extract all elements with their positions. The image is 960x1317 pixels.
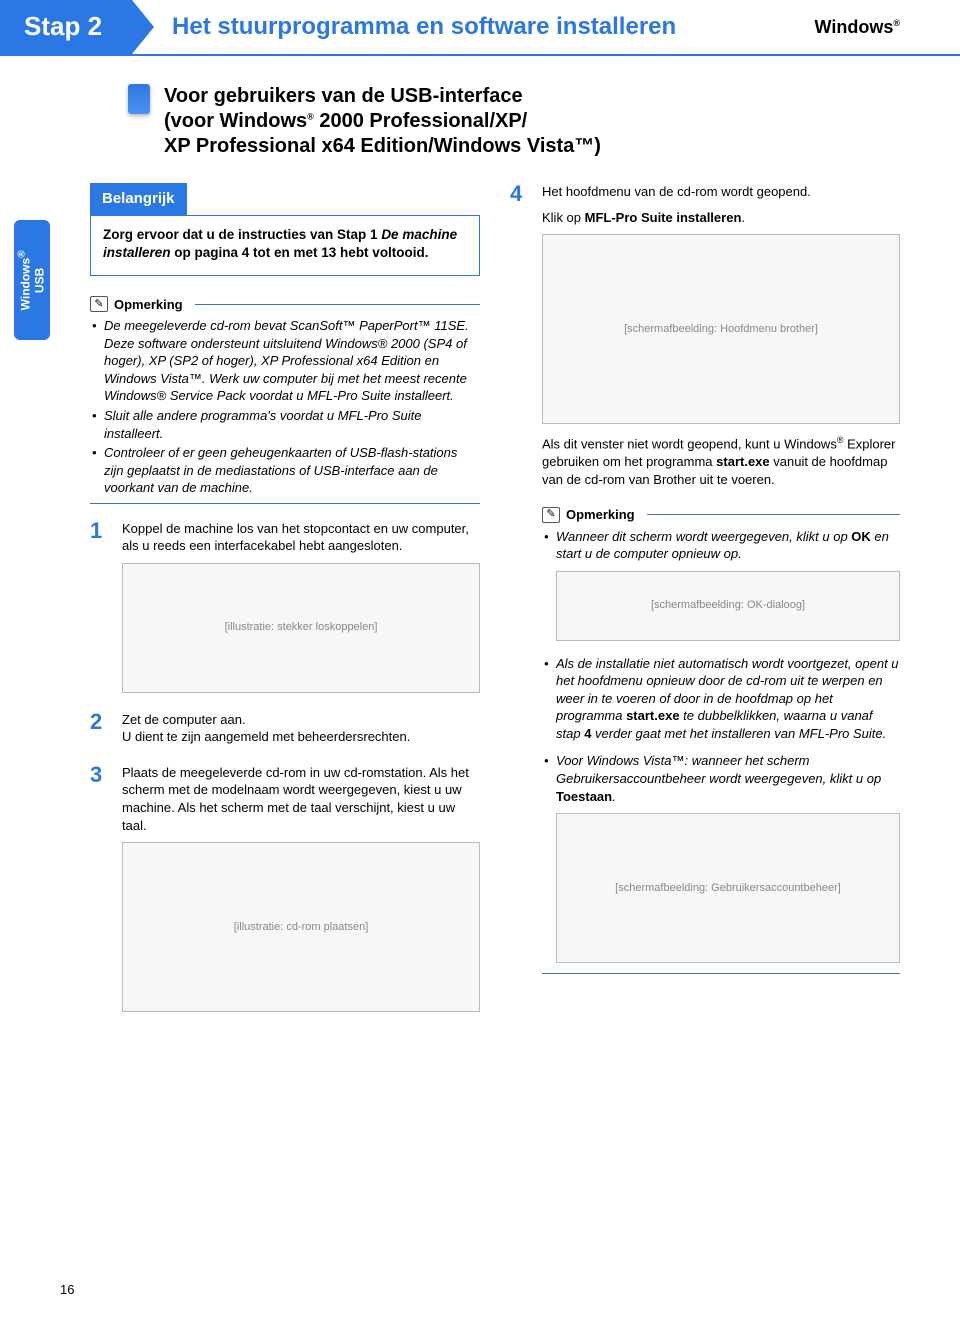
belangrijk-prefix: Zorg ervoor dat u de instructies van Sta…: [103, 227, 381, 242]
rule: [195, 304, 480, 305]
step-1: 1 Koppel de machine los van het stopcont…: [90, 520, 480, 693]
step-4: 4 Het hoofdmenu van de cd-rom wordt geop…: [510, 183, 900, 488]
intro-block: Voor gebruikers van de USB-interface (vo…: [128, 84, 900, 159]
step-number: 3: [90, 764, 112, 1012]
belangrijk-box: Belangrijk Zorg ervoor dat u de instruct…: [90, 183, 480, 276]
opmerking-item: De meegeleverde cd-rom bevat ScanSoft™ P…: [90, 317, 480, 405]
step-text: Plaats de meegeleverde cd-rom in uw cd-r…: [122, 764, 480, 834]
figure-cd: [illustratie: cd-rom plaatsen]: [122, 842, 480, 1012]
figure-uac: [schermafbeelding: Gebruikersaccountbehe…: [556, 813, 900, 963]
left-column: Belangrijk Zorg ervoor dat u de instruct…: [90, 183, 480, 1030]
note-icon: ✎: [542, 507, 560, 523]
opmerking-item: Wanneer dit scherm wordt weergegeven, kl…: [542, 528, 900, 563]
side-tab: Windows®USB: [14, 220, 50, 340]
header-rule: [0, 54, 960, 56]
side-tab-text: Windows®USB: [17, 250, 48, 310]
figure-ok-dialog: [schermafbeelding: OK-dialoog]: [556, 571, 900, 641]
step-number: 4: [510, 183, 532, 488]
opmerking-item: Sluit alle andere programma's voordat u …: [90, 407, 480, 442]
section-icon: [128, 84, 150, 114]
step-label: Stap 2: [24, 9, 102, 44]
rule: [90, 503, 480, 504]
step4-line2: Klik op MFL-Pro Suite installeren.: [542, 209, 900, 227]
step-text: Koppel de machine los van het stopcontac…: [122, 520, 480, 555]
right-column: 4 Het hoofdmenu van de cd-rom wordt geop…: [510, 183, 900, 1030]
figure-unplug: [illustratie: stekker loskoppelen]: [122, 563, 480, 693]
step-text: Zet de computer aan. U dient te zijn aan…: [122, 711, 480, 746]
step4-line1: Het hoofdmenu van de cd-rom wordt geopen…: [542, 183, 900, 201]
step-3: 3 Plaats de meegeleverde cd-rom in uw cd…: [90, 764, 480, 1012]
step-number: 1: [90, 520, 112, 693]
opmerking-item: Als de installatie niet automatisch word…: [542, 655, 900, 743]
opmerking-left: ✎ Opmerking De meegeleverde cd-rom bevat…: [90, 296, 480, 504]
step-number: 2: [90, 711, 112, 746]
page-number: 16: [60, 1281, 74, 1299]
opmerking-title: Opmerking: [114, 296, 183, 314]
figure-main-menu: [schermafbeelding: Hoofdmenu brother]: [542, 234, 900, 424]
rule: [542, 973, 900, 974]
intro-title: Voor gebruikers van de USB-interface (vo…: [164, 84, 601, 159]
steps-left: 1 Koppel de machine los van het stopcont…: [90, 520, 480, 1012]
opmerking-title: Opmerking: [566, 506, 635, 524]
step-tab: Stap 2: [0, 0, 132, 54]
page-header: Stap 2 Het stuurprogramma en software in…: [0, 0, 960, 54]
after-menu-text: Als dit venster niet wordt geopend, kunt…: [542, 434, 900, 488]
header-title: Het stuurprogramma en software installer…: [172, 11, 814, 43]
os-label: Windows®: [815, 15, 900, 39]
belangrijk-suffix: op pagina 4 tot en met 13 hebt voltooid.: [171, 245, 429, 260]
step-2: 2 Zet de computer aan. U dient te zijn a…: [90, 711, 480, 746]
belangrijk-body: Zorg ervoor dat u de instructies van Sta…: [90, 215, 480, 275]
opmerking-right: ✎ Opmerking Wanneer dit scherm wordt wee…: [542, 506, 900, 974]
opmerking-item: Voor Windows Vista™: wanneer het scherm …: [542, 752, 900, 805]
opmerking-item: Controleer of er geen geheugenkaarten of…: [90, 444, 480, 497]
rule: [647, 514, 900, 515]
note-icon: ✎: [90, 296, 108, 312]
belangrijk-title: Belangrijk: [90, 183, 187, 215]
